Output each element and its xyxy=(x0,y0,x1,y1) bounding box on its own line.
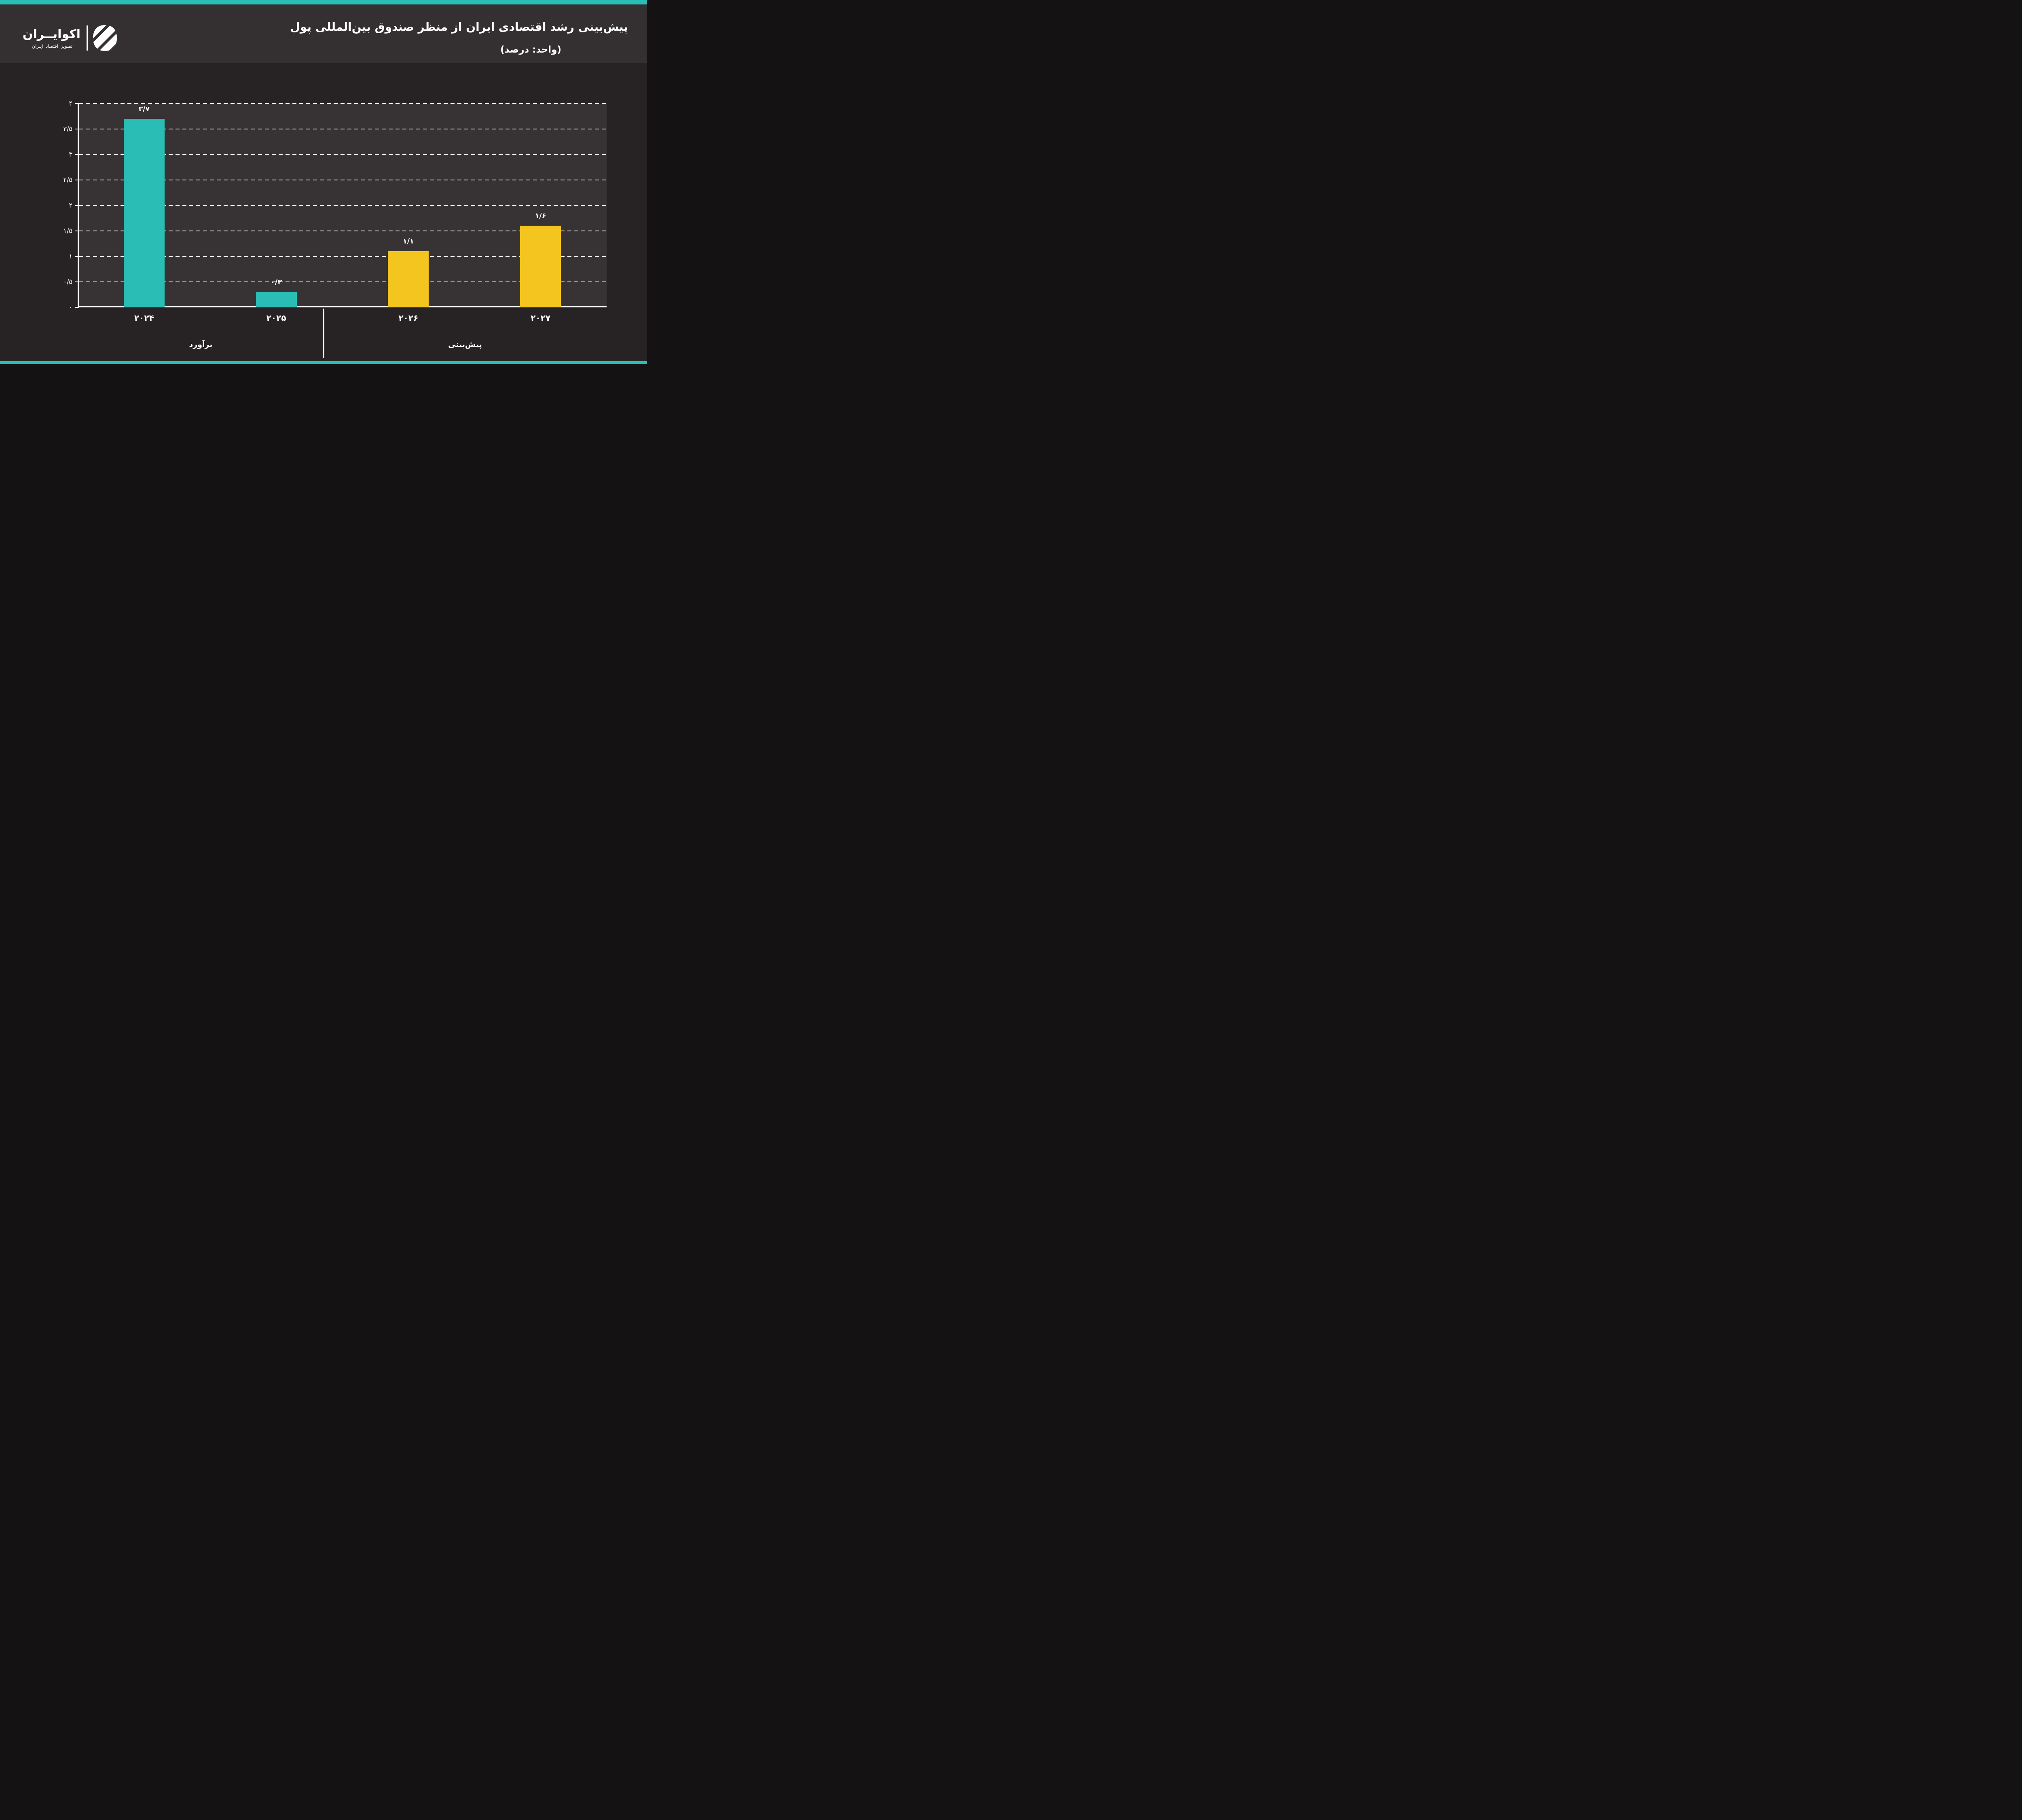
y-tick-label: ۳ xyxy=(69,150,72,158)
logo-wordmark: اکوایــران xyxy=(22,27,80,41)
gridline xyxy=(79,281,607,282)
y-tick-mark xyxy=(75,281,79,283)
x-tick-label-2026: ۲۰۲۶ xyxy=(398,313,419,323)
x-tick-label-2024: ۲۰۲۴ xyxy=(134,313,154,323)
y-tick-label: ۳/۵ xyxy=(63,125,72,133)
y-tick-label: ۰/۵ xyxy=(63,278,72,286)
top-accent-bar xyxy=(0,0,647,4)
y-tick-label: ۰ xyxy=(69,303,72,311)
bar-2024 xyxy=(123,119,165,307)
y-tick-mark xyxy=(75,179,79,181)
x-tick-label-2025: ۲۰۲۵ xyxy=(266,313,286,323)
y-tick-label: ۱/۵ xyxy=(63,227,72,235)
y-tick-mark xyxy=(75,128,79,130)
title-block: پیش‌بینی رشد اقتصادی ایران از منظر صندوق… xyxy=(290,20,628,34)
bar-2025 xyxy=(256,292,297,307)
y-tick-mark xyxy=(75,205,79,206)
infographic-canvas: اکوایــران تصویر اقتصاد ایـران xyxy=(0,0,647,364)
y-tick-mark xyxy=(75,256,79,257)
gridline xyxy=(79,256,607,257)
bar-2026 xyxy=(388,251,429,307)
chart-unit-subtitle: (واحد: درصد) xyxy=(500,44,561,55)
y-tick-label: ۲ xyxy=(69,201,72,209)
bottom-accent-bar xyxy=(0,361,647,364)
bar-value-label: ۳/۷ xyxy=(138,105,150,113)
y-tick-mark xyxy=(75,154,79,155)
group-label-estimate: برآورد xyxy=(189,340,213,349)
bar-value-label: ۱/۱ xyxy=(402,237,414,246)
bar-2027 xyxy=(520,226,561,307)
group-divider-line xyxy=(323,309,324,358)
header: اکوایــران تصویر اقتصاد ایـران xyxy=(0,4,647,63)
x-tick-label-2027: ۲۰۲۷ xyxy=(531,313,551,323)
ecoiran-logo: اکوایــران تصویر اقتصاد ایـران xyxy=(22,25,117,51)
ecoiran-logo-icon xyxy=(93,25,117,51)
bar-value-label: ۱/۶ xyxy=(535,212,546,220)
logo-text-block: اکوایــران تصویر اقتصاد ایـران xyxy=(22,27,80,49)
y-tick-mark xyxy=(75,230,79,232)
group-label-forecast: پیش‌بینی xyxy=(448,340,482,349)
gridline xyxy=(79,103,607,104)
gridline xyxy=(79,205,607,206)
gridline xyxy=(79,154,607,155)
y-tick-mark xyxy=(75,307,79,308)
logo-tagline: تصویر اقتصاد ایـران xyxy=(32,43,73,49)
x-axis-line xyxy=(78,306,607,307)
chart-title: پیش‌بینی رشد اقتصادی ایران از منظر صندوق… xyxy=(290,20,628,34)
logo-divider-line xyxy=(87,25,88,51)
y-tick-label: ۱ xyxy=(69,252,72,260)
y-tick-mark xyxy=(75,103,79,104)
y-tick-label: ۲/۵ xyxy=(63,176,72,184)
y-tick-label: ۴ xyxy=(69,99,72,107)
bar-value-label: ۰/۳ xyxy=(271,278,282,287)
